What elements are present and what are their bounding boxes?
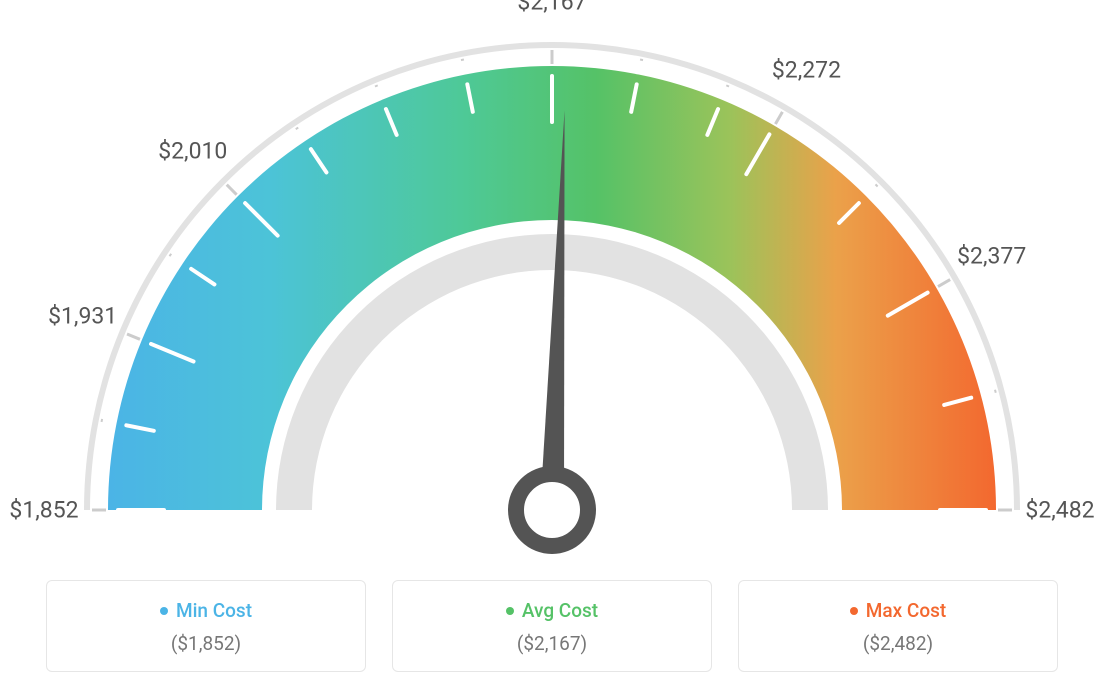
legend-value-avg: ($2,167) [403, 632, 701, 655]
legend-card-max: Max Cost ($2,482) [738, 580, 1058, 672]
legend-value-min: ($1,852) [57, 632, 355, 655]
gauge-tick-label: $2,272 [772, 57, 841, 84]
gauge-outer-tick [376, 85, 377, 87]
legend-card-min: Min Cost ($1,852) [46, 580, 366, 672]
gauge-tick-label: $1,931 [48, 302, 117, 329]
gauge-outer-tick [127, 334, 140, 339]
legend-title-max: Max Cost [850, 599, 946, 622]
gauge-svg [0, 0, 1104, 560]
legend-card-avg: Avg Cost ($2,167) [392, 580, 712, 672]
gauge-outer-tick [296, 128, 297, 130]
legend-title-min: Min Cost [160, 599, 252, 622]
gauge-outer-tick [775, 112, 782, 124]
gauge-needle-hub [516, 474, 588, 546]
gauge-outer-tick [876, 185, 877, 186]
gauge-outer-tick [170, 254, 172, 255]
gauge-outer-tick [227, 185, 237, 195]
legend-value-max: ($2,482) [749, 632, 1047, 655]
gauge-tick-label: $2,167 [517, 0, 586, 16]
gauge-outer-tick [938, 280, 950, 287]
legend-title-avg: Avg Cost [506, 599, 598, 622]
gauge-tick-label: $2,010 [158, 137, 227, 164]
gauge-tick-label: $1,852 [9, 497, 78, 524]
legend-row: Min Cost ($1,852) Avg Cost ($2,167) Max … [0, 580, 1104, 672]
gauge-tick-label: $2,377 [957, 242, 1026, 269]
gauge-chart: $1,852 $1,931 $2,010 $2,167 $2,272 $2,377 $2,4… [0, 0, 1104, 560]
gauge-tick-label: $2,482 [1025, 497, 1094, 524]
gauge-outer-tick [994, 391, 996, 392]
gauge-outer-tick [727, 85, 728, 87]
